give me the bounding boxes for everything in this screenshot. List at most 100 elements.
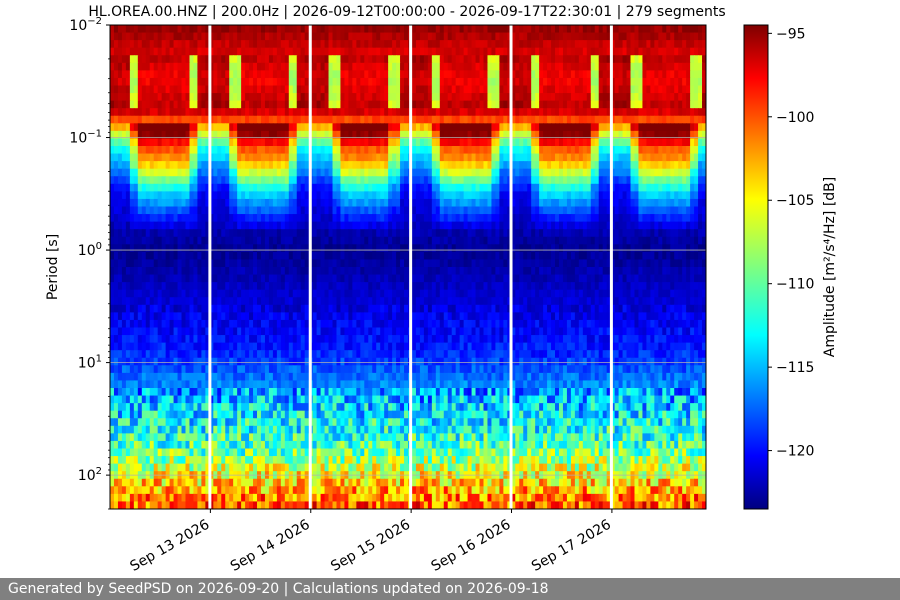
heatmap-cell xyxy=(137,176,143,185)
heatmap-cell xyxy=(129,47,135,56)
heatmap-cell xyxy=(372,85,377,94)
heatmap-cell xyxy=(229,259,234,268)
heatmap-cell xyxy=(459,77,465,87)
heatmap-cell xyxy=(662,130,667,140)
heatmap-cell xyxy=(404,55,409,64)
heatmap-cell xyxy=(221,267,226,276)
heatmap-cell xyxy=(535,32,540,41)
heatmap-cell xyxy=(257,108,262,117)
heatmap-cell xyxy=(197,93,202,102)
heatmap-cell xyxy=(260,62,266,71)
heatmap-cell xyxy=(213,32,218,41)
heatmap-cell xyxy=(618,40,624,49)
heatmap-cell xyxy=(404,62,409,71)
heatmap-cell xyxy=(213,274,218,283)
heatmap-cell xyxy=(614,62,620,71)
heatmap-cell xyxy=(411,25,417,34)
heatmap-cell xyxy=(694,244,699,253)
heatmap-cell xyxy=(264,214,270,223)
heatmap-cell xyxy=(654,93,659,102)
heatmap-cell xyxy=(602,123,608,132)
heatmap-cell xyxy=(173,32,179,41)
heatmap-cell xyxy=(336,198,342,208)
heatmap-cell xyxy=(352,108,357,117)
heatmap-cell xyxy=(161,55,167,64)
heatmap-cell xyxy=(284,176,290,185)
heatmap-cell xyxy=(471,244,477,253)
heatmap-cell xyxy=(443,47,449,56)
heatmap-cell xyxy=(217,93,222,102)
heatmap-cell xyxy=(610,100,616,109)
heatmap-cell xyxy=(193,146,199,155)
heatmap-cell xyxy=(245,77,250,87)
heatmap-cell xyxy=(622,130,628,140)
heatmap-cell xyxy=(495,161,500,170)
heatmap-cell xyxy=(523,251,528,261)
heatmap-cell xyxy=(558,146,564,155)
heatmap-cell xyxy=(499,244,504,253)
heatmap-cell xyxy=(344,168,349,177)
heatmap-cell xyxy=(614,244,620,253)
heatmap-cell xyxy=(169,100,175,109)
heatmap-cell xyxy=(455,70,461,79)
heatmap-cell xyxy=(471,206,477,215)
heatmap-cell xyxy=(678,146,683,155)
heatmap-cell xyxy=(110,70,115,79)
heatmap-cell xyxy=(431,77,437,87)
heatmap-cell xyxy=(396,130,401,140)
heatmap-cell xyxy=(503,138,508,147)
heatmap-cell xyxy=(551,108,556,117)
heatmap-cell xyxy=(606,206,612,215)
heatmap-cell xyxy=(471,70,477,79)
heatmap-cell xyxy=(388,191,393,200)
heatmap-cell xyxy=(264,55,270,64)
heatmap-cell xyxy=(233,77,238,87)
heatmap-cell xyxy=(503,108,508,117)
heatmap-cell xyxy=(396,229,401,238)
heatmap-cell xyxy=(690,100,695,109)
heatmap-cell xyxy=(698,115,703,124)
heatmap-cell xyxy=(209,229,214,238)
heatmap-cell xyxy=(487,198,493,208)
heatmap-cell xyxy=(547,85,552,94)
heatmap-cell xyxy=(686,100,691,109)
heatmap-cell xyxy=(590,244,596,253)
heatmap-cell xyxy=(455,100,461,109)
heatmap-cell xyxy=(602,229,608,238)
heatmap-cell xyxy=(642,47,647,56)
heatmap-cell xyxy=(201,168,206,177)
heatmap-cell xyxy=(221,40,226,49)
heatmap-cell xyxy=(658,130,663,140)
heatmap-cell xyxy=(511,229,516,238)
heatmap-cell xyxy=(527,221,532,230)
heatmap-cell xyxy=(185,183,191,192)
heatmap-cell xyxy=(702,267,706,276)
heatmap-cell xyxy=(590,32,596,41)
heatmap-cell xyxy=(463,130,469,140)
heatmap-cell xyxy=(690,244,695,253)
heatmap-cell xyxy=(586,100,592,109)
heatmap-cell xyxy=(153,206,159,215)
heatmap-cell xyxy=(435,229,441,238)
heatmap-cell xyxy=(459,191,465,200)
heatmap-cell xyxy=(125,85,131,94)
heatmap-cell xyxy=(392,206,397,215)
heatmap-cell xyxy=(622,191,628,200)
heatmap-cell xyxy=(209,25,214,34)
heatmap-cell xyxy=(113,70,119,79)
heatmap-cell xyxy=(396,108,401,117)
heatmap-cell xyxy=(320,123,326,132)
heatmap-cell xyxy=(404,115,409,124)
heatmap-cell xyxy=(300,138,306,147)
heatmap-cell xyxy=(213,25,218,34)
heatmap-cell xyxy=(654,176,659,185)
heatmap-cell xyxy=(185,206,191,215)
heatmap-cell xyxy=(233,229,238,238)
heatmap-cell xyxy=(217,274,222,283)
heatmap-cell xyxy=(479,206,485,215)
heatmap-cell xyxy=(221,198,226,208)
heatmap-cell xyxy=(674,229,679,238)
heatmap-cell xyxy=(332,206,338,215)
heatmap-cell xyxy=(463,70,469,79)
heatmap-cell xyxy=(467,85,473,94)
